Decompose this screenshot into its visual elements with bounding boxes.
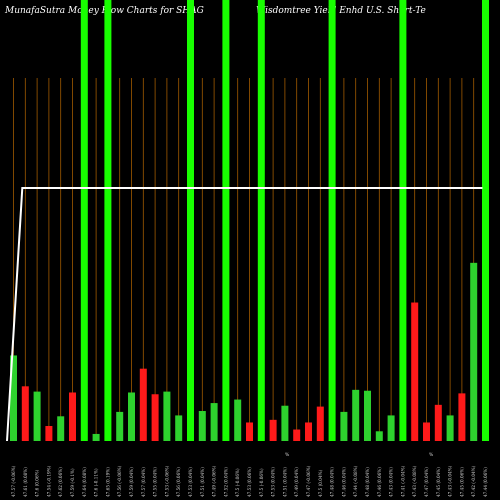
up-bar bbox=[92, 433, 100, 441]
x-tick-label: 47.46 (0.06%) bbox=[377, 467, 382, 497]
x-tick-label: 47.42 (-0.04%) bbox=[471, 465, 476, 497]
down-bar bbox=[423, 422, 430, 441]
down-bar bbox=[269, 419, 277, 441]
highlight-bar bbox=[328, 0, 336, 441]
x-tick-label: 47.53 (0.06%) bbox=[247, 467, 252, 497]
x-tick-label: 47.45 (0.04%) bbox=[436, 467, 441, 497]
x-tick-label: 47.48 (0.04%) bbox=[330, 467, 335, 497]
down-bar bbox=[293, 429, 301, 441]
up-bar bbox=[175, 415, 183, 441]
highlight-bar bbox=[222, 0, 230, 441]
up-bar bbox=[470, 262, 478, 441]
down-bar bbox=[316, 406, 324, 441]
price-line-layer bbox=[6, 187, 483, 442]
down-bar bbox=[151, 394, 159, 441]
gridlines bbox=[13, 78, 486, 441]
up-bar bbox=[446, 415, 454, 441]
up-bar bbox=[33, 391, 41, 441]
x-tick-label: 47.43 (-0.08%) bbox=[412, 465, 417, 497]
x-tick-label: 47.6 (0.06%) bbox=[35, 469, 40, 497]
up-bar bbox=[128, 392, 135, 441]
chart-notes: %% bbox=[285, 452, 434, 458]
x-tick-label: 47.57 (-0.06%) bbox=[11, 465, 16, 497]
up-bar bbox=[198, 411, 206, 441]
x-tick-label: 47.45 (0.06%) bbox=[459, 467, 464, 497]
x-tick-label: 47.65 (0.19%) bbox=[105, 467, 110, 497]
x-tick-label: 47.5 (0.04%) bbox=[318, 469, 323, 497]
x-tick-labels: 47.57 (-0.06%) 47.61 (0.08%) 47.6 (0.06%) 4… bbox=[11, 465, 488, 497]
down-bar bbox=[411, 302, 419, 441]
x-tick-label: 47.49 (-0.06%) bbox=[212, 465, 217, 497]
x-tick-label: 47.47 (-0.06%) bbox=[306, 465, 311, 497]
up-bar bbox=[210, 403, 218, 441]
up-bar bbox=[57, 416, 65, 441]
x-tick-label: 47.5 (-0.06%) bbox=[259, 468, 264, 497]
x-tick-label: 47.47 (0.04%) bbox=[424, 467, 429, 497]
down-bar bbox=[69, 392, 76, 441]
x-tick-label: 47.44 (-0.08%) bbox=[353, 465, 358, 497]
down-bar bbox=[458, 393, 466, 441]
bars bbox=[10, 0, 489, 441]
x-tick-label: 47.62 (0.06%) bbox=[58, 467, 63, 497]
x-tick-label: 47.51 (0.04%) bbox=[200, 467, 205, 497]
x-tick-label: 47.59 (-0.1%) bbox=[70, 468, 75, 497]
x-tick-label: 47.5 (-0.06%) bbox=[235, 468, 240, 497]
x-tick-label: 47.48 (0.04%) bbox=[365, 467, 370, 497]
highlight-bar bbox=[399, 0, 407, 441]
up-bar bbox=[281, 405, 289, 441]
x-tick-label: 47.59 (0.04%) bbox=[129, 467, 134, 497]
up-bar bbox=[352, 389, 360, 441]
down-bar bbox=[45, 426, 53, 441]
up-bar bbox=[375, 431, 383, 441]
highlight-bar bbox=[80, 0, 88, 441]
up-bar bbox=[387, 415, 395, 441]
x-tick-label: 47.55 (0.04%) bbox=[153, 467, 158, 497]
up-bar bbox=[364, 390, 371, 441]
chart-note: % bbox=[429, 452, 434, 458]
down-bar bbox=[246, 422, 253, 441]
x-tick-label: 47.53 (0.04%) bbox=[188, 467, 193, 497]
x-tick-label: 47.56 (-0.06%) bbox=[117, 465, 122, 497]
x-tick-label: 47.44 (0.06%) bbox=[483, 467, 488, 497]
x-tick-label: 47.43 (0.04%) bbox=[389, 467, 394, 497]
up-bar bbox=[10, 355, 17, 441]
x-tick-label: 47.53 (0.04%) bbox=[271, 467, 276, 497]
x-tick-label: 47.52 (0.04%) bbox=[223, 467, 228, 497]
down-bar bbox=[21, 386, 29, 441]
highlight-bar bbox=[187, 0, 194, 441]
x-tick-label: 47.57 (0.04%) bbox=[141, 467, 146, 497]
highlight-bar bbox=[257, 0, 265, 441]
x-tick-label: 47.51 (0.04%) bbox=[282, 467, 287, 497]
x-tick-label: 47.53 (-0.06%) bbox=[164, 465, 169, 497]
highlight-bar bbox=[104, 0, 112, 441]
x-tick-label: 47.46 (0.04%) bbox=[341, 467, 346, 497]
chart-title: MunafaSutra Money Flow Charts for SHAG bbox=[4, 6, 204, 16]
x-tick-label: 47.49 (0.04%) bbox=[294, 467, 299, 497]
down-bar bbox=[139, 368, 147, 441]
down-bar bbox=[305, 422, 312, 441]
down-bar bbox=[434, 404, 442, 441]
x-tick-label: 47.54 (-0.19%) bbox=[46, 465, 51, 497]
up-bar bbox=[340, 411, 348, 441]
highlight-bar bbox=[482, 0, 489, 441]
x-tick-label: 47.6 (-0.11%) bbox=[94, 468, 99, 497]
x-tick-label: 47.41 (-0.04%) bbox=[400, 465, 405, 497]
up-bar bbox=[163, 391, 171, 441]
x-tick-label: 47.56 (0.06%) bbox=[176, 467, 181, 497]
x-tick-label: 47.61 (0.08%) bbox=[23, 467, 28, 497]
x-tick-label: 47.64 (0.08%) bbox=[82, 467, 87, 497]
up-bar bbox=[116, 411, 124, 441]
price-line bbox=[6, 187, 483, 442]
up-bar bbox=[234, 399, 242, 441]
chart-note: % bbox=[285, 452, 290, 458]
chart-subtitle: Wisdomtree Yield Enhd U.S. Short-Te bbox=[256, 6, 426, 16]
x-tick-label: 47.43 (-0.04%) bbox=[448, 465, 453, 497]
